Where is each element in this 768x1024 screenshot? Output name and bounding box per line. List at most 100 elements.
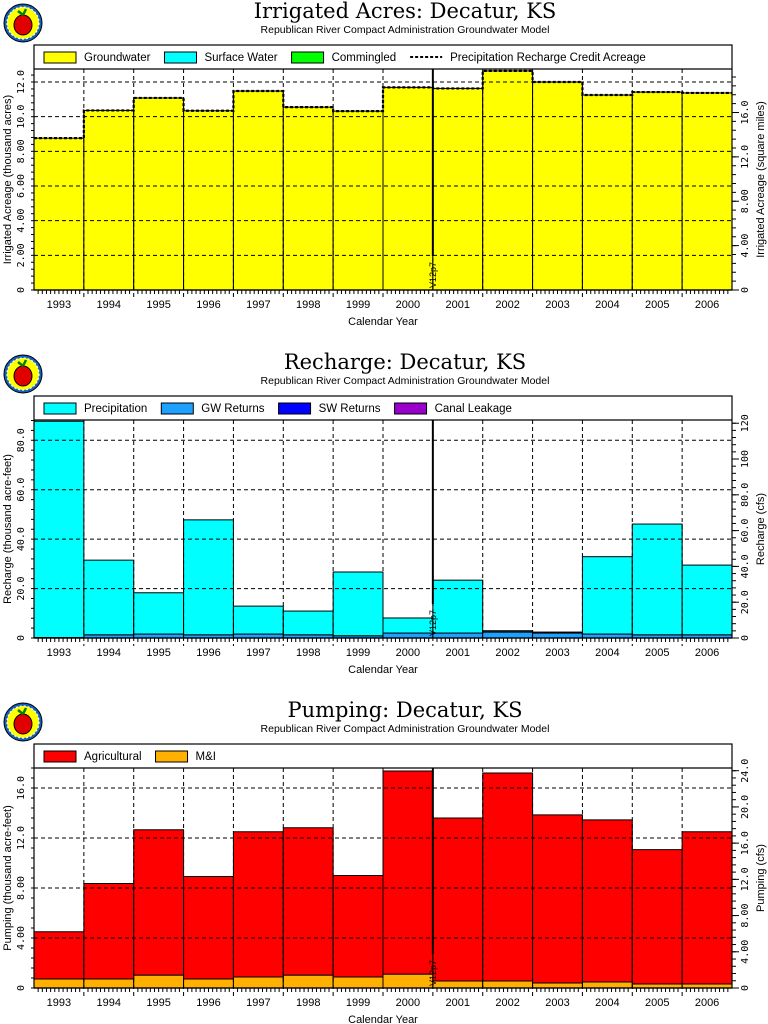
x-tick-label: 2006 xyxy=(695,997,719,1009)
x-tick-label: 2004 xyxy=(595,647,619,659)
bar-groundwater-2001 xyxy=(432,87,484,291)
y2-tick-label: 20.0 xyxy=(740,795,751,819)
legend-swatch xyxy=(43,750,77,763)
legend-swatch xyxy=(155,750,189,763)
y2-tick-label: 4.00 xyxy=(740,940,751,964)
bar-groundwater-1998 xyxy=(282,106,334,291)
x-tick-label: 1998 xyxy=(296,997,320,1009)
y-axis-label: Recharge (thousand acre-feet) xyxy=(2,454,14,604)
x-tick-label: 1996 xyxy=(196,647,220,659)
apple-icon xyxy=(13,14,33,36)
bar-m-i-1996 xyxy=(183,978,234,989)
x-tick-label: 2002 xyxy=(495,299,519,311)
bar-groundwater-1995 xyxy=(133,97,185,291)
marker-label: V12p7 xyxy=(428,262,438,288)
x-tick-label: 2006 xyxy=(695,299,719,311)
x-tick-label: 2000 xyxy=(396,647,420,659)
y-tick-label: 0 xyxy=(16,635,27,641)
x-tick-label: 1993 xyxy=(47,997,71,1009)
x-tick-label: 1997 xyxy=(246,299,270,311)
bar-groundwater-1997 xyxy=(232,90,284,291)
bar-m-i-2002 xyxy=(482,980,534,989)
legend-swatch xyxy=(43,402,77,415)
apple-icon xyxy=(13,713,33,735)
y-tick-label: 0 xyxy=(16,985,27,991)
legend-swatch xyxy=(291,51,325,64)
bar-groundwater-2002 xyxy=(482,70,534,291)
x-tick-label: 2001 xyxy=(446,997,470,1009)
y-tick-label: 4.00 xyxy=(16,209,27,233)
x-tick-label: 2003 xyxy=(545,647,569,659)
marker-label: V12p7 xyxy=(428,960,438,986)
y2-tick-label: 0 xyxy=(740,985,751,991)
y-axis-label: Pumping (thousand acre-feet) xyxy=(2,805,14,951)
bar-m-i-1994 xyxy=(83,978,135,989)
legend-label: M&I xyxy=(196,751,216,763)
y2-axis-label: Irrigated Acreage (square miles) xyxy=(755,101,767,258)
legend-swatch xyxy=(163,51,197,64)
bar-agricultural-2005 xyxy=(631,849,683,985)
bar-gw-returns-2001 xyxy=(432,632,484,639)
bar-groundwater-2005 xyxy=(631,91,683,291)
x-tick-label: 2004 xyxy=(595,997,619,1009)
y-tick-label: 8.00 xyxy=(16,876,27,900)
bar-groundwater-1993 xyxy=(33,137,85,291)
x-tick-label: 2005 xyxy=(645,647,669,659)
x-tick-label: 2002 xyxy=(495,647,519,659)
apple-icon xyxy=(13,365,33,387)
x-tick-label: 1993 xyxy=(47,647,71,659)
legend-item-surface-water: Surface Water xyxy=(163,51,278,64)
legend-label: SW Returns xyxy=(319,403,381,415)
bar-m-i-2000 xyxy=(382,973,434,989)
legend-label: Precipitation Recharge Credit Acreage xyxy=(450,52,646,64)
x-tick-label: 2005 xyxy=(645,299,669,311)
x-tick-label: 2001 xyxy=(446,647,470,659)
x-tick-label: 1993 xyxy=(47,299,71,311)
bar-precipitation-2005 xyxy=(631,523,683,636)
legend-label: Groundwater xyxy=(84,52,151,64)
bar-precipitation-1997 xyxy=(232,605,284,635)
bar-precipitation-1996 xyxy=(183,519,234,636)
chart-title: Recharge: Decatur, KS xyxy=(284,350,526,374)
bar-precipitation-1993 xyxy=(33,420,85,639)
bar-precipitation-2006 xyxy=(681,564,733,636)
bar-precipitation-1999 xyxy=(332,571,384,637)
x-tick-label: 1995 xyxy=(146,997,170,1009)
bar-precipitation-1995 xyxy=(133,592,185,635)
legend-label: Precipitation xyxy=(84,403,147,415)
legend-item-gw-returns: GW Returns xyxy=(160,402,265,415)
bar-agricultural-1996 xyxy=(183,876,234,980)
bar-m-i-2001 xyxy=(432,980,484,989)
bar-agricultural-2001 xyxy=(432,817,484,982)
x-tick-label: 2005 xyxy=(645,997,669,1009)
x-tick-label: 2003 xyxy=(545,299,569,311)
x-tick-label: 2004 xyxy=(595,299,619,311)
y2-tick-label: 8.00 xyxy=(740,189,751,213)
bar-agricultural-1998 xyxy=(282,827,334,976)
y2-tick-label: 16.0 xyxy=(740,100,751,124)
x-tick-label: 2000 xyxy=(396,299,420,311)
x-tick-label: 1999 xyxy=(346,997,370,1009)
legend-label: Canal Leakage xyxy=(435,403,512,415)
marker-label: V12p7 xyxy=(428,610,438,636)
legend-item-precipitation: Precipitation xyxy=(43,402,147,415)
y2-tick-label: 0 xyxy=(740,287,751,293)
bar-agricultural-2006 xyxy=(681,831,733,985)
bar-agricultural-1997 xyxy=(232,831,284,978)
y-tick-label: 0 xyxy=(16,287,27,293)
bar-agricultural-1999 xyxy=(332,875,384,978)
y2-tick-label: 12.0 xyxy=(740,145,751,169)
x-tick-label: 1996 xyxy=(196,997,220,1009)
bar-precipitation-2000 xyxy=(382,617,434,634)
x-tick-label: 1997 xyxy=(246,647,270,659)
y-tick-label: 16.0 xyxy=(16,776,27,800)
bar-precipitation-2003 xyxy=(532,631,583,634)
y2-tick-label: 100 xyxy=(740,450,751,468)
bar-groundwater-2006 xyxy=(681,92,733,291)
x-tick-label: 1997 xyxy=(246,997,270,1009)
y2-tick-label: 12.0 xyxy=(740,867,751,891)
y2-tick-label: 24.0 xyxy=(740,759,751,783)
x-tick-label: 1999 xyxy=(346,647,370,659)
